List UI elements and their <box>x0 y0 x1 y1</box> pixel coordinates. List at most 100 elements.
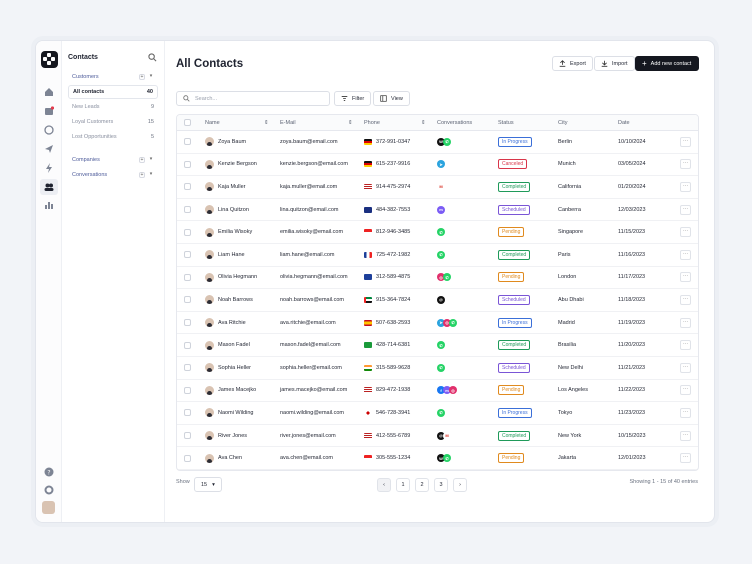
import-button[interactable]: Import <box>594 56 635 71</box>
bolt-icon[interactable] <box>43 162 55 174</box>
search-icon[interactable] <box>148 53 157 62</box>
add-icon[interactable]: + <box>139 157 145 163</box>
conversation-icons[interactable]: W ✆ <box>437 454 451 463</box>
column-header-city[interactable]: City <box>558 120 567 126</box>
contact-email[interactable]: kaja.muller@email.com <box>280 183 338 190</box>
contact-email[interactable]: liam.hane@email.com <box>280 251 335 258</box>
conversation-icons[interactable]: W ✆ <box>437 137 451 146</box>
row-checkbox[interactable] <box>184 160 191 168</box>
contact-email[interactable]: river.jones@email.com <box>280 432 336 439</box>
table-row[interactable]: Kenzie Bergson kenzie.bergson@email.com 61… <box>177 154 698 177</box>
contact-email[interactable]: ava.ritchie@email.com <box>280 319 336 326</box>
contact-name[interactable]: Zoya Baum <box>218 138 247 145</box>
table-row[interactable]: River Jones river.jones@email.com 412-555-… <box>177 425 698 448</box>
contacts-icon[interactable] <box>40 179 58 195</box>
sidebar-item-loyal-customers[interactable]: Loyal Customers 15 <box>68 115 158 129</box>
column-header-email[interactable]: E-Mail <box>280 120 296 126</box>
contact-email[interactable]: mason.fadel@email.com <box>280 342 341 349</box>
column-header-status[interactable]: Status <box>498 120 514 126</box>
add-icon[interactable]: + <box>139 74 145 80</box>
chevron-down-icon[interactable]: ▾ <box>149 73 153 79</box>
contact-email[interactable]: lina.quitzon@email.com <box>280 206 339 213</box>
contact-name[interactable]: Mason Fadel <box>218 342 250 349</box>
more-options-icon[interactable]: ··· <box>680 272 691 283</box>
table-row[interactable]: Naomi Wilding naomi.wilding@email.com 546-… <box>177 402 698 425</box>
view-button[interactable]: View <box>373 91 410 106</box>
filter-button[interactable]: Filter <box>334 91 372 106</box>
column-header-conversations[interactable]: Conversations <box>437 120 472 126</box>
contact-name[interactable]: Ava Ritchie <box>218 319 246 326</box>
export-button[interactable]: Export <box>552 56 593 71</box>
row-checkbox[interactable] <box>184 319 191 327</box>
conversation-icons[interactable]: m <box>437 205 445 214</box>
table-row[interactable]: Sophia Heller sophia.heller@email.com 315-… <box>177 357 698 380</box>
help-icon[interactable]: ? <box>43 466 55 478</box>
inbox-icon[interactable] <box>43 105 55 117</box>
more-options-icon[interactable]: ··· <box>680 317 691 328</box>
table-row[interactable]: Ava Ritchie ava.ritchie@email.com 507-638-… <box>177 312 698 335</box>
more-options-icon[interactable]: ··· <box>680 204 691 215</box>
conversation-icons[interactable]: f m ◎ <box>437 386 457 395</box>
conversation-icons[interactable]: ✆ <box>437 341 445 350</box>
row-checkbox[interactable] <box>184 138 191 146</box>
home-icon[interactable] <box>43 86 55 98</box>
conversation-icons[interactable]: ✆ <box>437 228 445 237</box>
row-checkbox[interactable] <box>184 273 191 281</box>
contact-name[interactable]: Kenzie Bergson <box>218 161 257 168</box>
table-row[interactable]: Lina Quitzon lina.quitzon@email.com 484-38… <box>177 199 698 222</box>
table-row[interactable]: Zoya Baum zoya.baum@email.com 372-991-0347… <box>177 131 698 154</box>
add-icon[interactable]: + <box>139 172 145 178</box>
row-checkbox[interactable] <box>184 228 191 236</box>
contact-name[interactable]: Noah Barrows <box>218 296 253 303</box>
search-input[interactable]: Search... <box>176 91 330 106</box>
sidebar-item-new-leads[interactable]: New Leads 9 <box>68 100 158 114</box>
sidebar-item-all-contacts[interactable]: All contacts 40 <box>68 85 158 99</box>
conversation-icons[interactable]: M <box>437 182 445 191</box>
more-options-icon[interactable]: ··· <box>680 340 691 351</box>
column-header-date[interactable]: Date <box>618 120 630 126</box>
contact-email[interactable]: zoya.baum@email.com <box>280 138 338 145</box>
chart-icon[interactable] <box>43 199 55 211</box>
more-options-icon[interactable]: ··· <box>680 227 691 238</box>
conversation-icons[interactable]: ◎ ✆ <box>437 273 451 282</box>
contact-email[interactable]: emilia.wisoky@email.com <box>280 229 344 236</box>
table-row[interactable]: Kaja Muller kaja.muller@email.com 914-475-… <box>177 176 698 199</box>
column-header-phone[interactable]: Phone <box>364 120 380 126</box>
sidebar-item-lost-opportunities[interactable]: Lost Opportunities 5 <box>68 130 158 144</box>
contact-name[interactable]: James Macejko <box>218 387 257 394</box>
more-options-icon[interactable]: ··· <box>680 181 691 192</box>
chevron-down-icon[interactable]: ▾ <box>149 156 153 162</box>
row-checkbox[interactable] <box>184 364 191 372</box>
more-options-icon[interactable]: ··· <box>680 385 691 396</box>
prev-page-button[interactable]: ‹ <box>377 478 391 492</box>
contact-name[interactable]: Olivia Hegmann <box>218 274 258 281</box>
table-row[interactable]: Noah Barrows noah.barrows@email.com 915-36… <box>177 289 698 312</box>
contact-name[interactable]: Lina Quitzon <box>218 206 249 213</box>
add-contact-button[interactable]: + Add new contact <box>635 56 699 71</box>
more-options-icon[interactable]: ··· <box>680 407 691 418</box>
select-all-checkbox[interactable] <box>184 119 191 126</box>
contact-name[interactable]: Ava Chen <box>218 455 243 462</box>
sort-icon[interactable]: ⇕ <box>348 119 353 126</box>
table-row[interactable]: Emilia Wisoky emilia.wisoky@email.com 812-… <box>177 221 698 244</box>
contact-email[interactable]: james.macejko@email.com <box>280 387 348 394</box>
more-options-icon[interactable]: ··· <box>680 136 691 147</box>
contact-name[interactable]: Sophia Heller <box>218 364 252 371</box>
next-page-button[interactable]: › <box>453 478 467 492</box>
contact-name[interactable]: Liam Hane <box>218 251 245 258</box>
row-checkbox[interactable] <box>184 251 191 259</box>
conversation-icons[interactable]: ➤ <box>437 160 445 169</box>
table-row[interactable]: James Macejko james.macejko@email.com 829-… <box>177 380 698 403</box>
sidebar-group-conversations[interactable]: Conversations + ▾ <box>68 168 158 182</box>
avatar[interactable] <box>42 501 55 514</box>
contact-name[interactable]: Emilia Wisoky <box>218 229 253 236</box>
conversation-icons[interactable]: ✆ <box>437 250 445 259</box>
row-checkbox[interactable] <box>184 409 191 417</box>
sidebar-group-companies[interactable]: Companies + ▾ <box>68 153 158 167</box>
contact-name[interactable]: River Jones <box>218 432 248 439</box>
row-checkbox[interactable] <box>184 386 191 394</box>
contact-email[interactable]: noah.barrows@email.com <box>280 296 344 303</box>
row-checkbox[interactable] <box>184 206 191 214</box>
send-icon[interactable] <box>43 143 55 155</box>
conversation-icons[interactable]: @ M <box>437 431 451 440</box>
